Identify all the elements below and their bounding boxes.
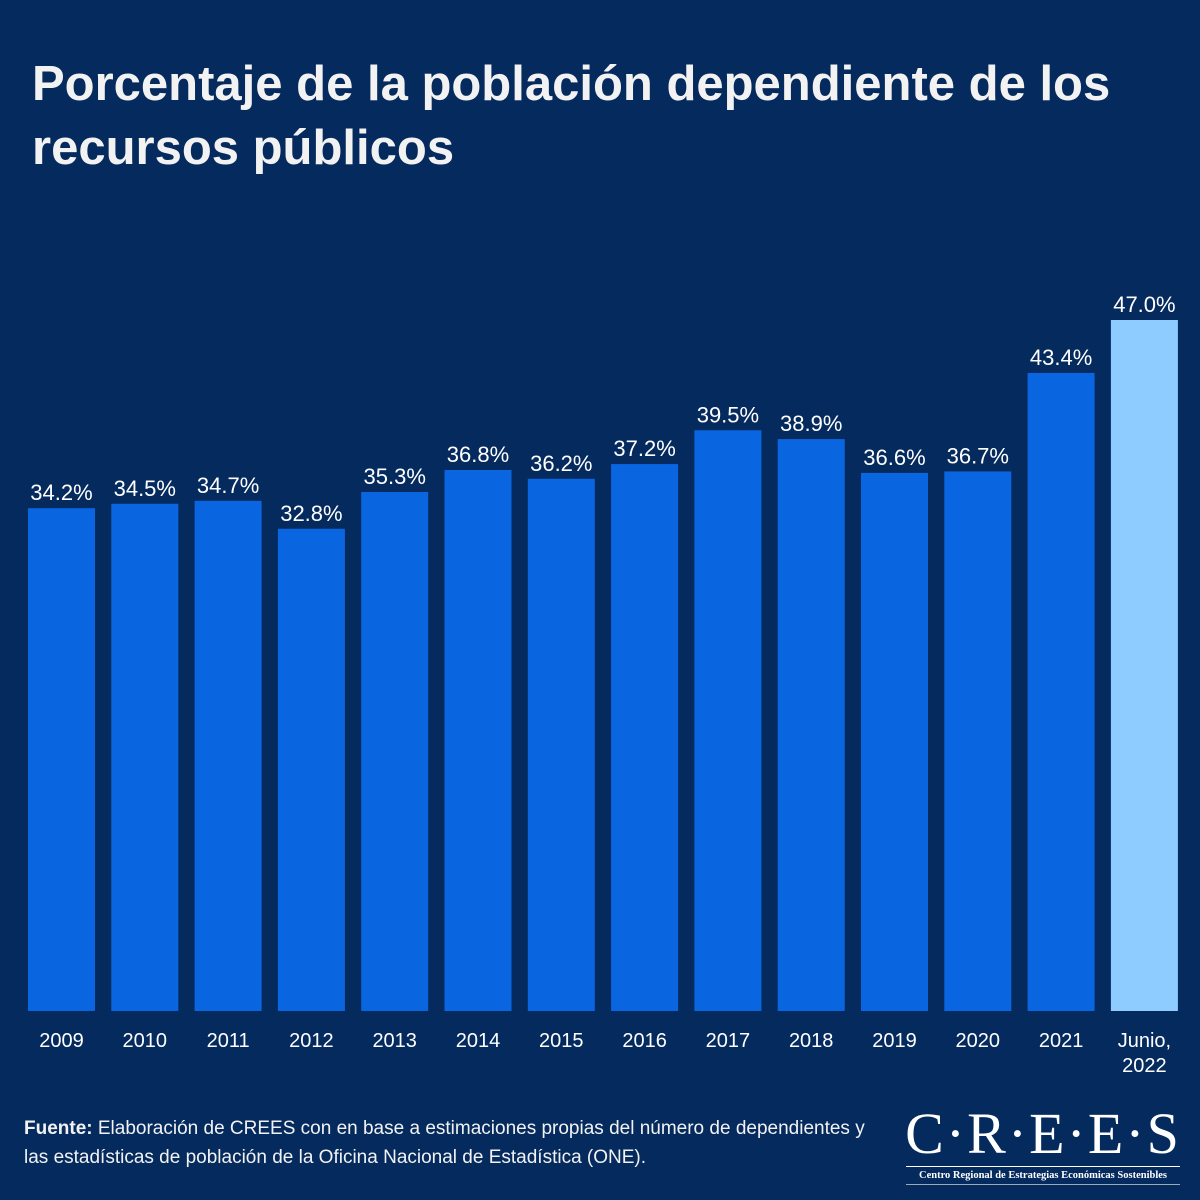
chart-title: Porcentaje de la población dependiente d… [32,57,1111,175]
data-label: 35.3% [364,464,426,489]
x-tick-label: 2014 [456,1030,501,1052]
data-label: 43.4% [1030,345,1092,370]
logo-divider [906,1166,1180,1167]
x-tick-label: 2020 [956,1030,1001,1052]
bar-2016 [611,464,679,1012]
bar-2017 [694,430,762,1011]
x-tick-label: 2015 [539,1030,584,1052]
x-tick-label: 2010 [123,1030,168,1052]
logo-subtitle: Centro Regional de Estrategias Económica… [918,1170,1167,1181]
bar-2018 [777,439,845,1011]
x-tick-label: 2019 [872,1030,917,1052]
bar-2013 [361,492,429,1011]
bar-2019 [861,472,928,1012]
data-label: 36.6% [863,445,925,470]
data-label: 47.0% [1113,292,1175,317]
source-text: Elaboración de CREES con en base a estim… [24,1118,865,1168]
bar-2020 [944,471,1012,1012]
x-tick-label: 2013 [372,1030,417,1052]
bar-2011 [194,500,262,1011]
data-label: 36.7% [947,443,1009,468]
source-label: Fuente: [24,1118,93,1139]
data-label: 39.5% [697,402,759,427]
logo-divider-bottom [906,1184,1180,1185]
source-note: Fuente: Elaboración de CREES con en base… [24,1114,874,1172]
crees-logo: C·R·E·E·S Centro Regional de Estrategias… [898,1104,1188,1185]
data-label: 34.7% [197,473,259,498]
bar-2015 [527,478,595,1012]
data-label: 36.8% [447,442,509,467]
bar-2010 [111,503,179,1011]
data-label: 38.9% [780,411,842,436]
x-tick-label: 2018 [789,1030,834,1052]
bar-2014 [444,469,512,1012]
x-tick-label: 2009 [39,1030,84,1052]
bar-Junio, 2022 [1110,320,1178,1011]
bar-2021 [1027,372,1095,1011]
data-label: 34.2% [30,480,92,505]
x-tick-label: 2016 [622,1030,667,1052]
bar-2012 [277,528,345,1011]
data-label: 32.8% [280,501,342,526]
x-tick-label: 2012 [289,1030,334,1052]
bar-2009 [28,508,95,1011]
data-label: 36.2% [530,451,592,476]
x-tick-label: Junio, [1118,1030,1171,1052]
x-tick-label: 2017 [706,1030,751,1052]
x-tick-label: 2011 [207,1030,250,1052]
data-label: 34.5% [114,476,176,501]
data-label: 37.2% [613,436,675,461]
logo-wordmark: C·R·E·E·S [905,1101,1181,1166]
x-tick-label: 2021 [1039,1030,1084,1052]
x-tick-label: 2022 [1122,1055,1167,1077]
bar-chart: 34.2% 2009 34.5% 2010 34.7% 2011 32.8% 2012 35.3… [28,292,1178,1077]
